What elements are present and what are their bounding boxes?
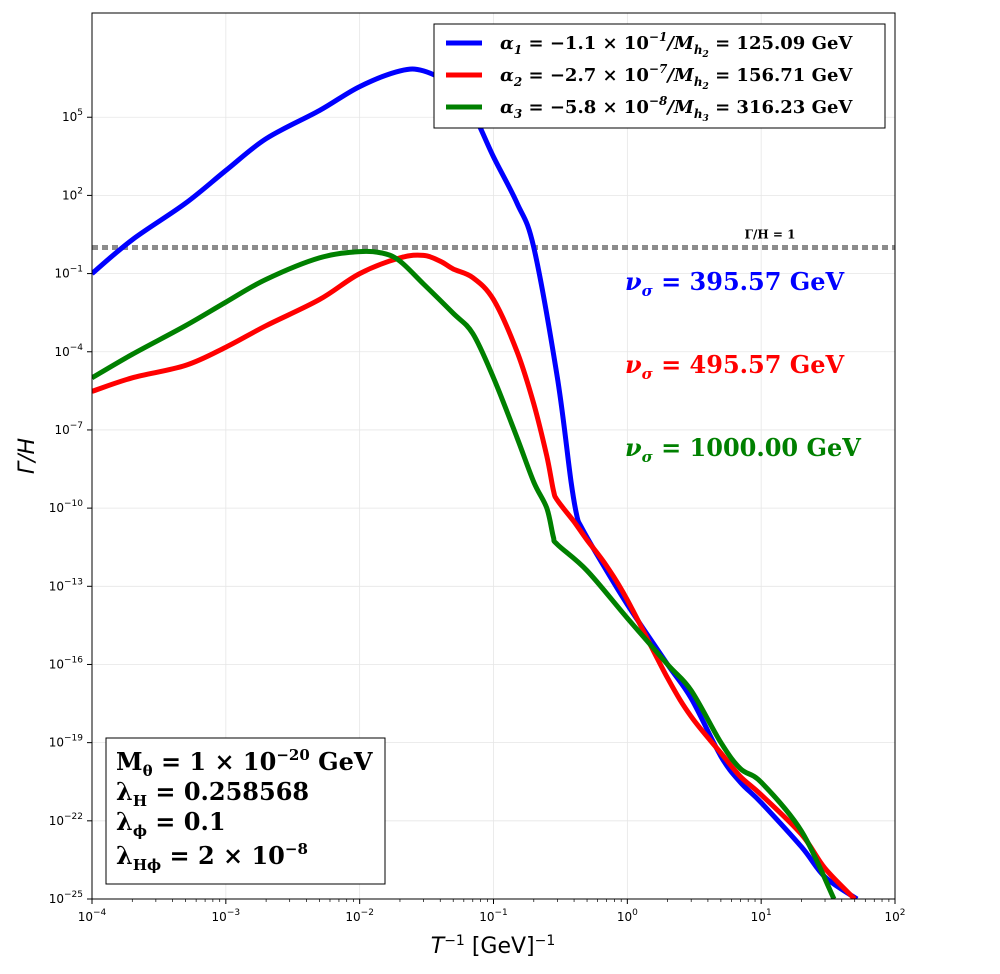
y-axis: 105 102 10−1 10−4 10−7 10−10 10−13 10−16 10−19 10… xyxy=(49,108,92,906)
y-tick-label: 102 xyxy=(62,186,83,202)
nu-sigma-annotation: νσ = 395.57 GeV xyxy=(625,267,845,300)
series-line-3 xyxy=(92,248,837,899)
x-tick-label: 101 xyxy=(751,908,772,924)
legend-entry: α1 = −1.1 × 10−1/Mh2 = 125.09 GeV xyxy=(500,30,853,60)
y-tick-label: 10−19 xyxy=(49,734,84,750)
grid xyxy=(91,13,896,900)
parameter-line: Mθ = 1 × 10−20 GeV xyxy=(116,746,373,780)
parameter-line: λH = 0.258568 xyxy=(116,777,309,810)
y-tick-label: 10−13 xyxy=(49,577,83,593)
x-axis-title: T−1 [GeV]−1 xyxy=(431,933,556,959)
legend-entry: α3 = −5.8 × 10−8/Mh3 = 316.23 GeV xyxy=(500,94,853,124)
y-tick-label: 10−4 xyxy=(54,343,83,359)
x-axis: 10−4 10−3 10−2 10−1 100 101 102 xyxy=(78,899,906,924)
y-tick-label: 10−25 xyxy=(49,890,83,906)
x-tick-label: 10−4 xyxy=(78,908,107,924)
legend-box xyxy=(433,23,886,129)
x-tick-label: 102 xyxy=(884,908,905,924)
series-group xyxy=(92,66,859,899)
legend-entry: α2 = −2.7 × 10−7/Mh2 = 156.71 GeV xyxy=(500,62,853,92)
reference-line-group: Γ/H = 1 xyxy=(92,228,895,251)
reference-line-label: Γ/H = 1 xyxy=(744,228,795,242)
y-tick-label: 10−10 xyxy=(49,499,84,515)
annotations: νσ = 395.57 GeV νσ = 495.57 GeV νσ = 1000.… xyxy=(625,267,861,466)
y-tick-label: 10−22 xyxy=(49,812,83,828)
y-axis-title: Γ/H xyxy=(15,438,40,474)
x-tick-label: 100 xyxy=(617,908,638,924)
x-tick-label: 10−3 xyxy=(212,908,241,924)
nu-sigma-annotation: νσ = 1000.00 GeV xyxy=(625,433,861,466)
y-tick-label: 10−16 xyxy=(49,655,84,671)
y-tick-label: 105 xyxy=(62,108,83,124)
x-tick-label: 10−2 xyxy=(345,908,374,924)
parameter-line: λϕ = 0.1 xyxy=(116,807,226,840)
x-tick-label: 10−1 xyxy=(479,908,508,924)
y-tick-label: 10−1 xyxy=(54,265,83,281)
parameter-line: λHϕ = 2 × 10−8 xyxy=(116,840,308,874)
nu-sigma-annotation: νσ = 495.57 GeV xyxy=(625,350,845,383)
parameters-frame xyxy=(105,737,386,885)
series-line-2 xyxy=(92,252,857,899)
y-tick-label: 10−7 xyxy=(54,421,83,437)
series-line-1 xyxy=(92,66,859,899)
